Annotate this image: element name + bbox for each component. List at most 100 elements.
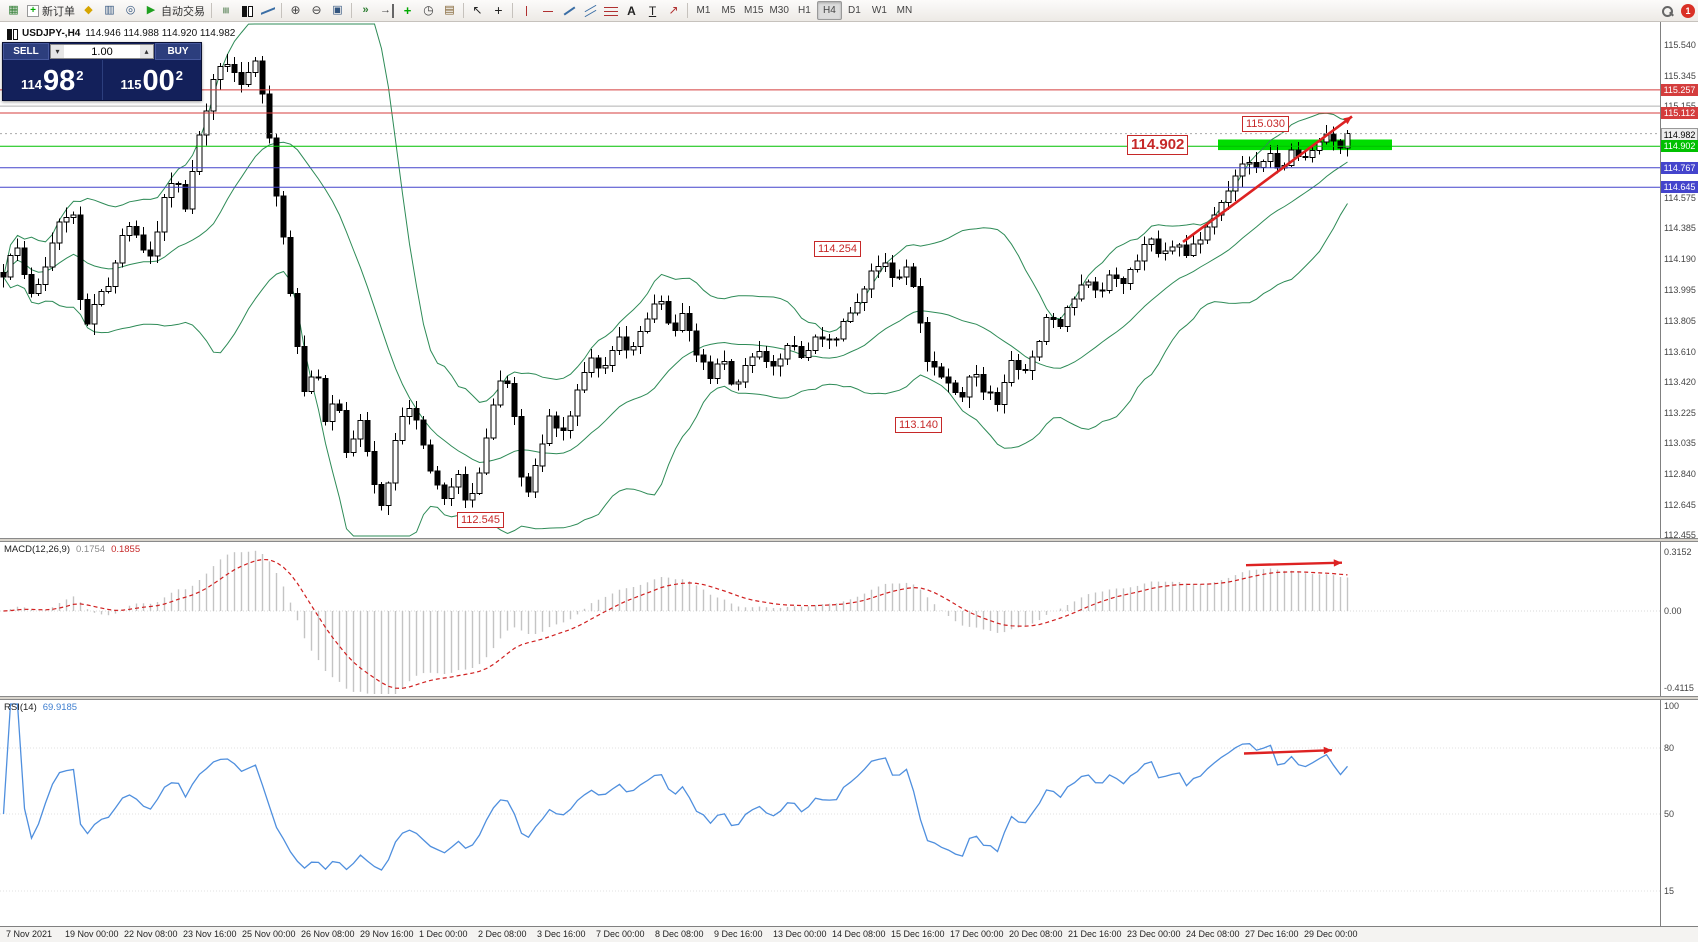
time-axis-label: 13 Dec 00:00 <box>773 929 827 939</box>
timeframe-mn-button[interactable]: MN <box>896 5 913 16</box>
horizontal-line-icon <box>541 4 555 18</box>
toolbar-right-group: 1 <box>1656 1 1695 20</box>
chart-ohlc-values: 114.946 114.988 114.920 114.982 <box>85 27 236 39</box>
zoom-in-button[interactable] <box>285 1 306 20</box>
timeframe-d1-button[interactable]: D1 <box>848 5 861 16</box>
new-order-button[interactable]: 新订单 <box>24 1 78 20</box>
arrows-tool-button[interactable] <box>663 1 684 20</box>
timeframe-m15-button[interactable]: M15 <box>744 5 764 16</box>
expert-advisors-button[interactable] <box>78 1 99 20</box>
timeframe-m5-button[interactable]: M5 <box>721 5 736 16</box>
zoom-in-icon <box>289 4 303 18</box>
chart-annotation[interactable]: 115.030 <box>1242 115 1289 132</box>
periods-button[interactable] <box>418 1 439 20</box>
time-axis-label: 14 Dec 08:00 <box>832 929 886 939</box>
chart-annotation[interactable]: 113.140 <box>895 416 942 433</box>
new-chart-icon <box>7 4 21 18</box>
price-axis-label: 114.385 <box>1664 223 1696 234</box>
main-chart-canvas[interactable] <box>0 22 1660 538</box>
line-chart-button[interactable] <box>257 1 278 20</box>
price-axis-label: 113.610 <box>1664 346 1696 357</box>
tile-windows-button[interactable] <box>327 1 348 20</box>
time-axis-label: 29 Dec 00:00 <box>1304 929 1358 939</box>
timeframe-m1-button[interactable]: M1 <box>696 5 711 16</box>
time-axis[interactable]: 7 Nov 2021 19 Nov 00:00 22 Nov 08:00 23 Nov… <box>0 926 1698 942</box>
macd-scale-label: 0.00 <box>1664 605 1682 616</box>
buy-price-button[interactable]: 115 00 2 <box>103 60 202 100</box>
volume-field[interactable]: 1.00 <box>50 44 154 59</box>
macd-scale-label: -0.4115 <box>1664 683 1694 693</box>
sell-price-button[interactable]: 114 98 2 <box>3 60 102 100</box>
horizontal-line-button[interactable] <box>537 1 558 20</box>
auto-scroll-button[interactable] <box>355 1 376 20</box>
timeframe-m30-button[interactable]: M30 <box>769 5 789 16</box>
text-label-tool-button[interactable]: T <box>648 3 657 18</box>
channel-button[interactable] <box>579 1 600 20</box>
templates-button[interactable] <box>439 1 460 20</box>
bar-chart-button[interactable] <box>215 1 236 20</box>
volume-decrease-button[interactable] <box>51 45 64 58</box>
time-axis-label: 7 Dec 00:00 <box>596 929 645 939</box>
rsi-scale-label: 50 <box>1664 809 1675 819</box>
sell-button[interactable]: SELL <box>3 43 49 60</box>
notification-badge[interactable]: 1 <box>1681 3 1695 18</box>
line-chart-icon <box>261 4 275 18</box>
volume-value[interactable]: 1.00 <box>91 45 113 58</box>
trendline-button[interactable] <box>558 1 579 20</box>
chart-annotation[interactable]: 114.254 <box>814 240 861 257</box>
price-axis-label: 113.225 <box>1664 407 1696 418</box>
vertical-line-button[interactable] <box>516 1 537 20</box>
candlestick-chart-button[interactable] <box>236 1 257 20</box>
zoom-out-button[interactable] <box>306 1 327 20</box>
toolbar-separator <box>281 3 282 18</box>
timeframe-w1-button[interactable]: W1 <box>871 5 887 16</box>
chart-annotation[interactable]: 112.545 <box>457 512 504 529</box>
price-line-label: 114.645 <box>1661 181 1698 194</box>
buy-button[interactable]: BUY <box>155 43 201 60</box>
search-button[interactable] <box>1656 1 1677 20</box>
panel-splitter[interactable] <box>0 538 1698 542</box>
time-axis-label: 9 Dec 16:00 <box>714 929 763 939</box>
fibonacci-button[interactable] <box>600 1 621 20</box>
text-tool-button[interactable]: A <box>627 3 636 18</box>
time-axis-label: 27 Dec 16:00 <box>1245 929 1299 939</box>
sell-price-sup: 2 <box>76 68 84 83</box>
one-click-trading-widget: SELL 1.00 BUY 114 98 2 115 00 2 <box>2 42 202 101</box>
macd-scale-label: 0.3152 <box>1664 547 1692 557</box>
cursor-button[interactable] <box>467 1 488 20</box>
periods-clock-icon <box>422 4 436 18</box>
indicators-plus-icon <box>401 4 415 18</box>
timeframe-h1-button[interactable]: H1 <box>798 5 811 16</box>
macd-panel[interactable] <box>0 542 1660 696</box>
price-scale[interactable]: 115.540115.345115.155114.960114.765114.5… <box>1661 0 1698 926</box>
crosshair-icon <box>492 4 506 18</box>
chart-shift-button[interactable] <box>376 1 397 20</box>
price-line-label: 114.767 <box>1661 161 1698 174</box>
arrows-tool-icon <box>667 4 681 18</box>
new-order-label: 新订单 <box>42 5 75 18</box>
price-divider <box>101 60 103 100</box>
toolbar-separator <box>687 3 688 18</box>
panel-splitter[interactable] <box>0 696 1698 700</box>
crosshair-button[interactable] <box>488 1 509 20</box>
price-axis-label: 112.840 <box>1664 468 1696 479</box>
timeframe-h4-button[interactable]: H4 <box>816 1 842 20</box>
navigator-button[interactable] <box>120 1 141 20</box>
rsi-scale-label: 100 <box>1664 701 1680 711</box>
rsi-panel[interactable] <box>0 700 1660 926</box>
volume-increase-button[interactable] <box>140 45 153 58</box>
autotrading-button[interactable]: 自动交易 <box>141 1 208 20</box>
sell-price-prefix: 114 <box>21 77 42 92</box>
market-watch-icon <box>103 4 117 18</box>
toolbar-separator <box>211 3 212 18</box>
indicators-button[interactable] <box>397 1 418 20</box>
time-axis-label: 23 Dec 00:00 <box>1127 929 1181 939</box>
chart-annotation[interactable]: 114.902 <box>1127 135 1189 156</box>
market-watch-button[interactable] <box>99 1 120 20</box>
time-axis-label: 23 Nov 16:00 <box>183 929 237 939</box>
price-axis-label: 113.420 <box>1664 376 1696 387</box>
new-chart-button[interactable] <box>3 1 24 20</box>
cursor-icon <box>471 4 485 18</box>
timeframe-buttons: M1 M5 M15 M30 H1 H4 D1 W1 MN <box>691 1 917 20</box>
toolbar-separator <box>351 3 352 18</box>
